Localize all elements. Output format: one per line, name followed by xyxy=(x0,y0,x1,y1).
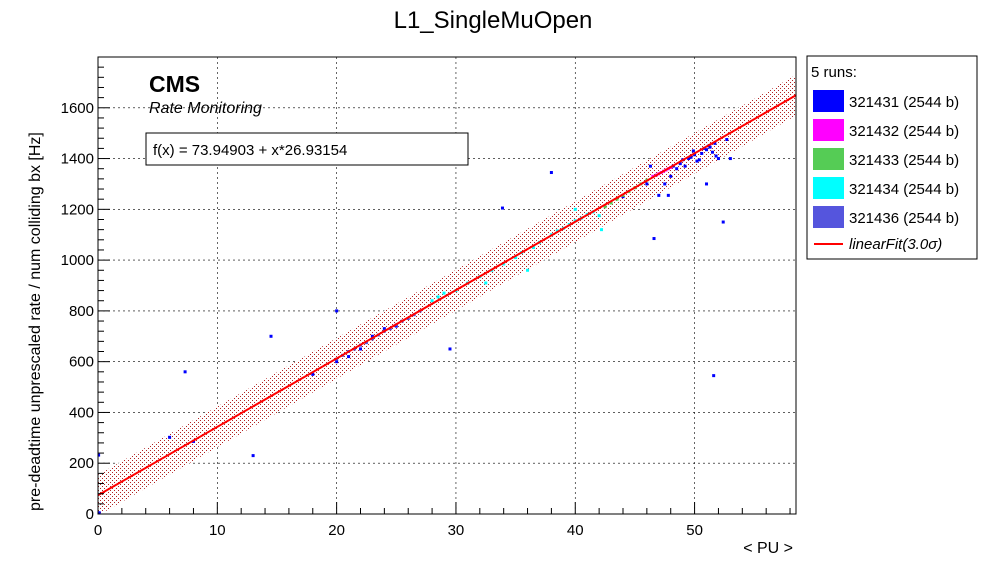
y-tick-label-4: 800 xyxy=(69,303,94,320)
legend-fit-label: linearFit(3.0σ) xyxy=(849,236,942,253)
y-tick-label-1: 200 xyxy=(69,455,94,472)
y-tick-label-2: 400 xyxy=(69,404,94,421)
data-point-s0-34 xyxy=(693,153,697,157)
data-point-s3-1 xyxy=(436,295,440,299)
legend-label-1: 321432 (2544 b) xyxy=(849,123,959,140)
data-point-s0-22 xyxy=(657,193,661,197)
data-point-s0-42 xyxy=(708,145,712,149)
x-tick-label-1: 10 xyxy=(209,522,226,539)
data-point-s0-21 xyxy=(652,237,656,241)
data-point-s0-30 xyxy=(683,164,687,168)
data-point-s2-0 xyxy=(603,205,607,209)
data-point-s0-48 xyxy=(721,220,725,224)
axes: 0 10 20 30 40 50 0 200 400 600 800 1000 1200 1400 1600 xyxy=(61,66,791,539)
data-point-s0-16 xyxy=(500,206,504,210)
legend-swatch-0 xyxy=(813,90,844,112)
fit-line xyxy=(98,94,796,497)
data-point-s4-5 xyxy=(364,341,368,345)
data-point-s0-40 xyxy=(705,182,709,186)
data-point-s0-9 xyxy=(335,360,339,364)
legend-header: 5 runs: xyxy=(811,64,857,81)
data-point-s0-36 xyxy=(697,158,701,162)
y-axis-title: pre-deadtime unprescaled rate / num coll… xyxy=(27,132,44,511)
data-point-s0-28 xyxy=(678,162,682,166)
data-point-s0-27 xyxy=(675,167,679,171)
data-point-s0-47 xyxy=(716,157,720,161)
legend-swatch-3 xyxy=(813,177,844,199)
y-tick-label-6: 1200 xyxy=(61,201,94,218)
data-point-s0-33 xyxy=(691,149,695,153)
data-point-s0-12 xyxy=(370,334,374,338)
legend-swatch-1 xyxy=(813,119,844,141)
y-tick-label-0: 0 xyxy=(86,506,94,523)
data-point-s3-6 xyxy=(484,281,488,285)
data-point-s0-8 xyxy=(335,309,339,313)
data-point-s0-32 xyxy=(689,155,693,159)
data-point-s0-13 xyxy=(382,327,386,331)
y-tick-label-7: 1400 xyxy=(61,151,94,168)
data-point-s0-1 xyxy=(98,453,101,457)
data-point-s0-19 xyxy=(645,182,649,186)
data-point-s0-50 xyxy=(728,157,732,161)
data-point-s0-39 xyxy=(705,148,709,152)
data-point-s3-23 xyxy=(597,214,601,218)
legend-swatch-4 xyxy=(813,206,844,228)
data-point-s0-25 xyxy=(669,174,673,178)
data-point-s3-11 xyxy=(526,268,530,272)
data-point-s0-20 xyxy=(648,164,652,168)
y-tick-label-8: 1600 xyxy=(61,100,94,117)
data-point-s0-2 xyxy=(168,435,172,439)
data-point-s2-2 xyxy=(615,197,619,201)
legend: 5 runs: 321431 (2544 b) 321432 (2544 b) 32… xyxy=(806,55,978,260)
data-point-s0-44 xyxy=(712,374,716,378)
data-point-s3-24 xyxy=(600,228,604,232)
cms-sublabel: Rate Monitoring xyxy=(149,100,262,117)
fit-formula-box xyxy=(145,132,469,166)
data-point-s2-1 xyxy=(609,201,613,205)
x-tick-label-2: 20 xyxy=(328,522,345,539)
chart-title: L1_SingleMuOpen xyxy=(394,7,593,34)
x-tick-label-4: 40 xyxy=(567,522,584,539)
legend-label-2: 321433 (2544 b) xyxy=(849,152,959,169)
data-point-s0-7 xyxy=(311,372,315,376)
data-point-s3-8 xyxy=(502,262,506,266)
legend-label-3: 321434 (2544 b) xyxy=(849,181,959,198)
data-point-s0-6 xyxy=(269,334,273,338)
data-point-s0-45 xyxy=(713,141,717,145)
y-tick-label-5: 1000 xyxy=(61,252,94,269)
legend-swatch-2 xyxy=(813,148,844,170)
data-point-s3-12 xyxy=(532,245,536,249)
plot-frame xyxy=(97,56,797,515)
x-tick-label-3: 30 xyxy=(448,522,465,539)
data-point-s0-5 xyxy=(251,454,255,458)
cms-label: CMS xyxy=(149,71,200,97)
legend-label-0: 321431 (2544 b) xyxy=(849,94,959,111)
legend-label-4: 321436 (2544 b) xyxy=(849,210,959,227)
data-point-s0-10 xyxy=(347,355,351,359)
x-axis-title: < PU > xyxy=(743,540,793,557)
fit-formula-text: f(x) = 73.94903 + x*26.93154 xyxy=(153,142,347,159)
data-point-s3-2 xyxy=(442,291,446,295)
data-point-s0-31 xyxy=(687,157,691,161)
x-tick-label-0: 0 xyxy=(94,522,102,539)
fit-line-group xyxy=(98,94,796,497)
data-point-s0-15 xyxy=(448,347,452,351)
data-point-s0-37 xyxy=(700,151,704,155)
data-point-s0-23 xyxy=(663,182,667,186)
data-point-s0-46 xyxy=(714,154,718,158)
data-point-s0-11 xyxy=(358,347,362,351)
data-point-s0-49 xyxy=(725,138,729,142)
data-point-s3-19 xyxy=(573,207,577,211)
data-point-s0-0 xyxy=(98,511,101,514)
data-point-s0-24 xyxy=(666,193,670,197)
data-point-s3-9 xyxy=(514,256,518,260)
data-point-s3-0 xyxy=(430,299,434,303)
data-point-s0-3 xyxy=(183,370,187,374)
data-point-s0-35 xyxy=(695,159,699,163)
data-point-s0-43 xyxy=(710,150,714,154)
x-tick-label-5: 50 xyxy=(686,522,703,539)
y-tick-label-3: 600 xyxy=(69,354,94,371)
data-point-s0-17 xyxy=(549,171,553,175)
